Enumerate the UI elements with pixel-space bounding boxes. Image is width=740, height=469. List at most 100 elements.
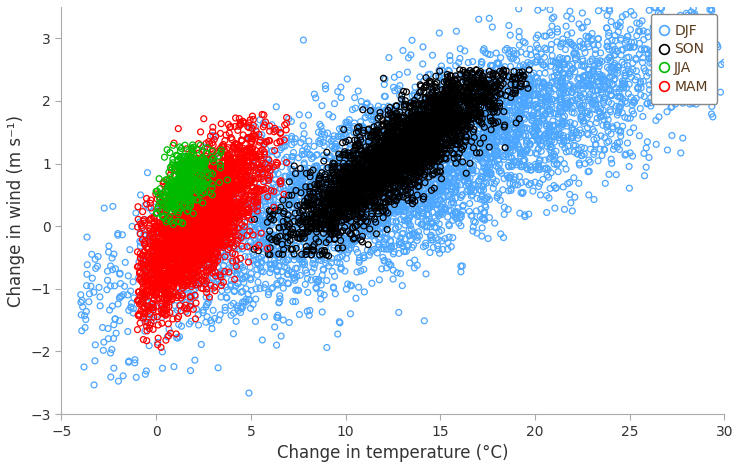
Point [388, 182, 400, 189]
Point [492, 80, 504, 87]
Point [509, 124, 521, 131]
Point [192, 257, 204, 265]
Point [171, 225, 183, 233]
Point [222, 152, 234, 159]
Point [495, 167, 507, 174]
Point [566, 105, 578, 112]
Point [148, 250, 160, 257]
Point [178, 213, 189, 221]
Point [356, 208, 368, 216]
Point [350, 229, 362, 236]
Point [299, 170, 311, 177]
Point [227, 187, 239, 195]
Point [371, 163, 383, 170]
Point [383, 172, 395, 179]
Point [458, 127, 470, 135]
Point [184, 226, 195, 234]
Point [457, 262, 468, 270]
Point [369, 204, 380, 211]
Point [166, 166, 178, 174]
Point [219, 222, 231, 230]
Point [445, 151, 457, 158]
Point [399, 170, 411, 178]
Point [224, 233, 236, 241]
Point [289, 265, 301, 272]
Point [369, 198, 381, 205]
Point [202, 226, 214, 233]
Point [346, 155, 358, 163]
Point [446, 78, 458, 86]
Point [423, 121, 435, 128]
Point [329, 192, 341, 199]
Point [491, 108, 503, 116]
Point [588, 65, 599, 73]
Point [369, 158, 380, 166]
Point [336, 171, 348, 178]
Point [161, 212, 173, 219]
Point [420, 147, 431, 155]
Point [291, 189, 303, 196]
Point [297, 177, 309, 184]
Point [403, 147, 415, 155]
Point [431, 144, 443, 151]
Point [232, 224, 244, 232]
Point [618, 61, 630, 68]
Point [221, 179, 233, 186]
Point [383, 156, 394, 163]
Point [176, 184, 188, 191]
Point [245, 270, 257, 278]
Point [373, 201, 385, 208]
Point [403, 54, 414, 61]
Point [423, 129, 434, 136]
Point [222, 247, 234, 255]
Point [485, 114, 497, 121]
Point [257, 336, 269, 344]
Point [194, 238, 206, 246]
Point [269, 204, 281, 212]
Point [188, 214, 200, 222]
Point [286, 172, 297, 180]
Point [425, 149, 437, 156]
Point [346, 182, 358, 190]
Point [430, 97, 442, 104]
Point [178, 201, 189, 208]
Point [374, 161, 386, 169]
Point [239, 253, 251, 260]
Point [434, 210, 445, 217]
Point [457, 78, 469, 86]
Point [155, 222, 166, 230]
Point [340, 132, 352, 139]
Point [258, 220, 269, 227]
Point [167, 242, 179, 249]
Point [166, 250, 178, 257]
Point [365, 232, 377, 240]
Point [465, 115, 477, 122]
Point [449, 125, 461, 133]
Point [546, 31, 558, 39]
Point [354, 213, 366, 221]
Point [235, 182, 246, 189]
Point [268, 188, 280, 195]
Point [206, 222, 218, 229]
Point [188, 248, 200, 256]
Point [195, 179, 207, 187]
Point [394, 143, 406, 151]
Point [482, 111, 494, 119]
Point [491, 133, 502, 140]
Point [639, 67, 651, 75]
Point [281, 264, 293, 272]
Point [586, 55, 598, 63]
Point [416, 147, 428, 155]
Point [406, 102, 417, 110]
Point [380, 140, 392, 148]
Point [152, 265, 164, 272]
Point [517, 73, 529, 80]
Point [465, 129, 477, 137]
Point [368, 168, 380, 176]
Point [175, 214, 186, 221]
Point [451, 120, 462, 128]
Point [485, 76, 497, 84]
Point [340, 209, 352, 216]
Point [491, 91, 502, 98]
Point [369, 194, 380, 202]
